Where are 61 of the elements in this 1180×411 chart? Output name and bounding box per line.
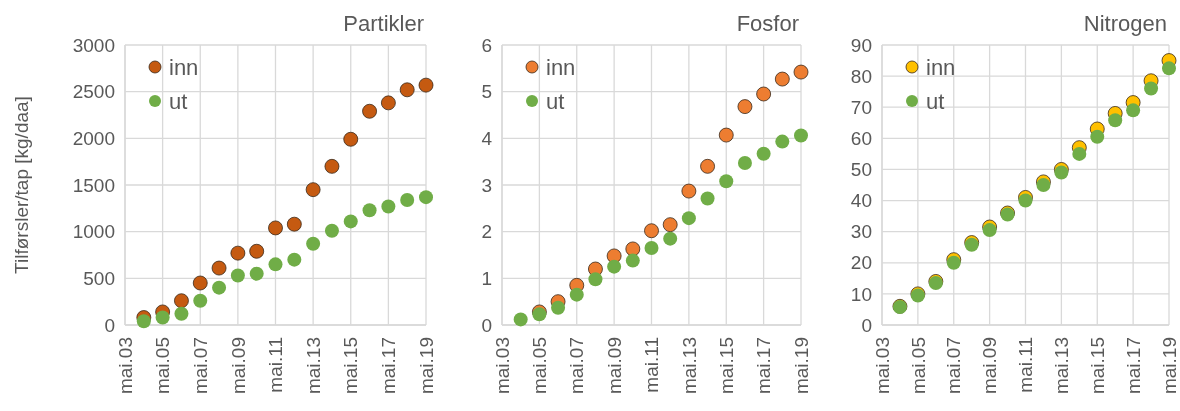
x-tick-label: mai.09 [603, 337, 625, 395]
x-tick-label: mai.09 [979, 337, 1001, 395]
chart-title: Partikler [343, 11, 424, 36]
y-tick-label: 1500 [72, 174, 115, 196]
x-tick-label: mai.15 [715, 337, 737, 395]
x-tick-label: mai.05 [529, 337, 551, 395]
y-tick-label: 80 [850, 65, 872, 87]
y-tick-label: 10 [850, 283, 872, 305]
x-tick-label: mai.17 [378, 337, 400, 395]
y-tick-label: 70 [850, 96, 872, 118]
y-tick-label: 90 [850, 34, 872, 56]
y-tick-label: 30 [850, 221, 872, 243]
y-tick-label: 2500 [72, 81, 115, 103]
y-tick-label: 0 [481, 314, 492, 336]
legend-label: inn [926, 54, 956, 80]
y-tick-label: 3 [481, 174, 492, 196]
x-tick-label: mai.03 [491, 337, 513, 395]
y-tick-label: 40 [850, 190, 872, 212]
y-axis-title: Tilførsler/tap [kg/daa] [11, 96, 32, 274]
x-tick-label: mai.11 [265, 337, 287, 393]
x-tick-label: mai.19 [790, 337, 812, 395]
y-tick-label: 500 [83, 267, 115, 289]
x-tick-label: mai.03 [871, 337, 893, 395]
y-tick-label: 20 [850, 252, 872, 274]
legend-label: inn [169, 54, 199, 80]
x-tick-label: mai.11 [1015, 337, 1037, 393]
x-tick-label: mai.15 [340, 337, 362, 395]
x-tick-label: mai.07 [943, 337, 965, 395]
x-tick-label: mai.03 [114, 337, 136, 395]
x-tick-label: mai.13 [678, 337, 700, 395]
x-tick-label: mai.17 [1122, 337, 1144, 395]
x-tick-label: mai.07 [566, 337, 588, 395]
chart-title: Nitrogen [1083, 11, 1167, 36]
legend-label: ut [926, 88, 945, 114]
legend-label: ut [169, 88, 188, 114]
y-tick-label: 1000 [72, 221, 115, 243]
x-tick-label: mai.17 [753, 337, 775, 395]
legend-label: ut [546, 88, 565, 114]
y-tick-label: 1 [481, 267, 492, 289]
legend-label: inn [546, 54, 576, 80]
y-tick-label: 6 [481, 34, 492, 56]
x-tick-label: mai.15 [1086, 337, 1108, 395]
x-tick-label: mai.13 [302, 337, 324, 395]
x-tick-label: mai.09 [227, 337, 249, 395]
y-tick-label: 4 [481, 127, 493, 149]
x-tick-label: mai.19 [1158, 337, 1180, 395]
y-tick-label: 2000 [72, 127, 115, 149]
chart-title: Fosfor [736, 11, 799, 36]
x-tick-label: mai.07 [189, 337, 211, 395]
y-tick-label: 50 [850, 159, 872, 181]
x-tick-label: mai.05 [152, 337, 174, 395]
x-tick-label: mai.19 [415, 337, 437, 395]
y-tick-label: 0 [861, 314, 872, 336]
x-tick-label: mai.11 [641, 337, 663, 393]
y-tick-label: 3000 [72, 34, 115, 56]
y-tick-label: 0 [104, 314, 115, 336]
y-tick-label: 60 [850, 127, 872, 149]
y-tick-label: 2 [481, 221, 492, 243]
y-tick-label: 5 [481, 81, 492, 103]
x-tick-label: mai.05 [907, 337, 929, 395]
x-tick-label: mai.13 [1051, 337, 1073, 395]
